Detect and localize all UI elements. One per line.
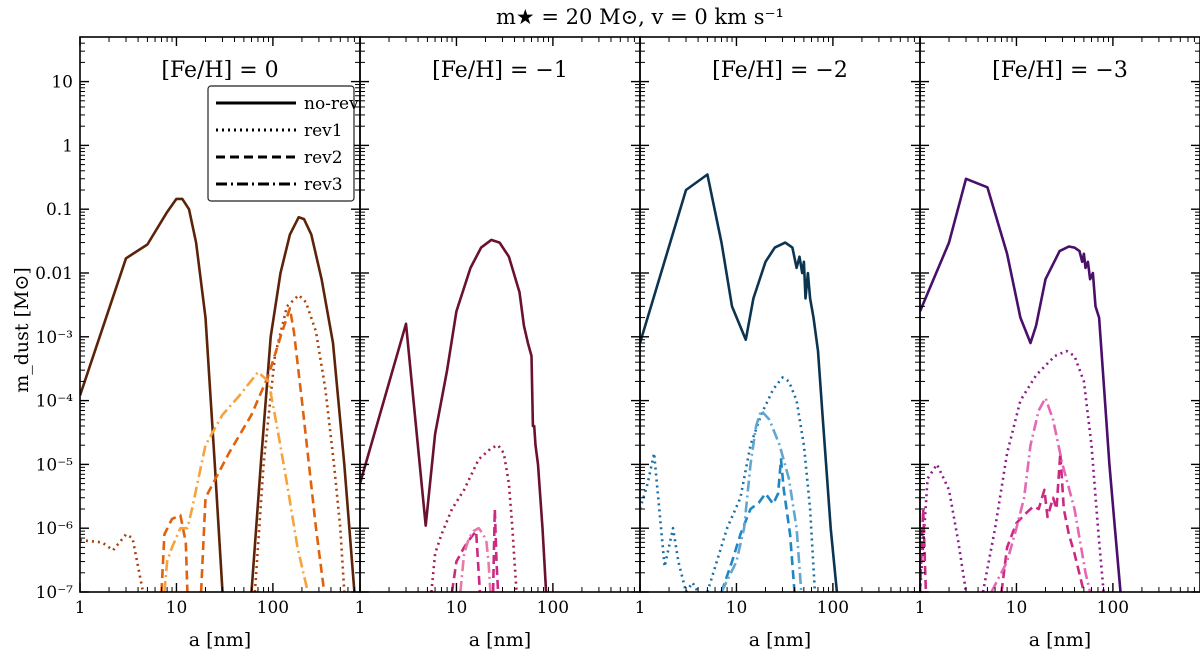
x-axis-label: a [nm] (469, 629, 531, 651)
y-tick-label: 10⁻⁶ (36, 519, 74, 539)
panel-title: [Fe/H] = −1 (432, 58, 568, 83)
x-tick-label: 1 (355, 598, 366, 618)
series-rev1-line (640, 451, 700, 592)
panel-3: 1 10 100 [Fe/H] = −2 a [nm] (635, 36, 921, 651)
x-axis-label: a [nm] (1029, 629, 1091, 651)
series-rev3-line (163, 370, 310, 592)
panel-1: 1 10 100 [Fe/H] = 0 a [nm] (75, 36, 361, 651)
series-rev2-line (199, 306, 326, 592)
series-group (640, 173, 839, 592)
y-tick-label: 0.1 (46, 200, 73, 220)
series-group (80, 197, 356, 592)
x-tick-label: 100 (537, 598, 569, 618)
series-rev3-line (720, 409, 803, 592)
x-tick-label: 100 (1097, 598, 1129, 618)
x-axis-label: a [nm] (189, 629, 251, 651)
panel-frame (919, 36, 1200, 593)
y-tick-labels: 10⁻⁷ 10⁻⁶ 10⁻⁵ 10⁻⁴ 10⁻³ 0.01 0.1 1 10 (35, 73, 73, 603)
x-tick-label: 10 (446, 598, 468, 618)
y-tick-label: 10⁻⁵ (36, 455, 74, 475)
y-axis-label: m_dust [M⊙] (11, 267, 33, 393)
panel-frame (359, 36, 641, 593)
x-tick-label: 10 (166, 598, 188, 618)
panel-frame (639, 36, 921, 593)
series-group (360, 238, 548, 592)
series-rev1-line (920, 463, 968, 592)
series-rev3-line (459, 526, 492, 592)
x-tick-label: 10 (1006, 598, 1028, 618)
y-tick-label: 10 (51, 73, 73, 93)
panel-title: [Fe/H] = −2 (712, 58, 848, 83)
series-rev1-line (981, 349, 1105, 592)
series-rev1-line (706, 376, 817, 592)
x-tick-label: 1 (635, 598, 646, 618)
panel-title: [Fe/H] = −3 (992, 58, 1128, 83)
series-rev2-line (491, 507, 500, 592)
x-tick-label: 10 (726, 598, 748, 618)
series-no-rev-line (640, 173, 839, 592)
series-rev2-line (450, 529, 482, 592)
legend-label: no-rev (304, 94, 359, 114)
figure-title: m★ = 20 M⊙, v = 0 km s⁻¹ (496, 5, 784, 29)
panel-2: 1 10 100 [Fe/H] = −1 a [nm] (355, 36, 641, 651)
series-rev1-line (80, 533, 145, 592)
legend-label: rev3 (304, 175, 343, 195)
series-rev2-line (1000, 451, 1086, 592)
x-tick-label: 100 (257, 598, 289, 618)
panel-title: [Fe/H] = 0 (161, 58, 278, 83)
series-no-rev-line (920, 177, 1122, 592)
series-rev1-line (430, 443, 518, 592)
series-no-rev-line (360, 238, 548, 592)
x-tick-label: 1 (915, 598, 926, 618)
series-no-rev-line (80, 197, 224, 592)
x-tick-label: 1 (75, 598, 86, 618)
series-rev2-line (160, 513, 189, 592)
y-tick-label: 10⁻⁷ (36, 583, 74, 603)
panels: 1 10 100 [Fe/H] = 0 a [nm] 1 10 100 [Fe/H] = −1 a… (35, 36, 1200, 651)
y-tick-label: 0.01 (35, 264, 73, 284)
y-tick-label: 10⁻⁴ (36, 392, 74, 412)
legend-box (207, 85, 355, 202)
series-group (920, 177, 1122, 592)
legend-label: rev2 (304, 148, 343, 168)
y-tick-label: 10⁻³ (36, 328, 73, 348)
series-no-rev-line (250, 215, 356, 592)
x-axis-label: a [nm] (749, 629, 811, 651)
y-tick-label: 1 (62, 136, 73, 156)
series-rev2-line (720, 457, 796, 592)
legend: no-rev rev1 rev2 rev3 (207, 85, 359, 202)
panel-4: 1 10 100 [Fe/H] = −3 a [nm] (915, 36, 1200, 651)
x-tick-label: 100 (817, 598, 849, 618)
series-rev1-line (253, 293, 346, 592)
legend-label: rev1 (304, 121, 343, 141)
series-rev3-line (990, 396, 1092, 592)
